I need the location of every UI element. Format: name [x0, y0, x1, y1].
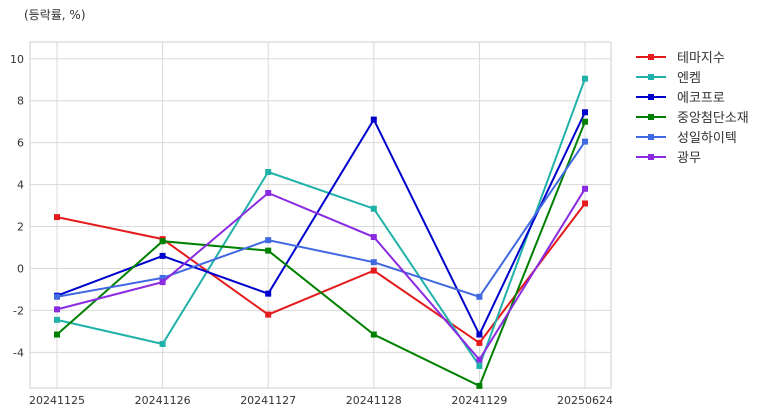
- data-point: [476, 356, 483, 363]
- x-axis: 20241125 20241126 20241127 20241128 20241129…: [29, 394, 613, 407]
- data-point: [476, 362, 483, 369]
- legend-swatch-marker: [648, 154, 654, 160]
- x-tick-label: 20250624: [557, 394, 613, 407]
- y-tick-label: 4: [17, 179, 24, 192]
- data-point: [582, 185, 588, 192]
- legend-label: 성일하이텍: [677, 131, 737, 146]
- y-tick-label: 0: [17, 262, 24, 275]
- legend-item[interactable]: 성일하이텍: [636, 131, 737, 146]
- series-5: [54, 138, 588, 300]
- data-point: [54, 316, 60, 323]
- data-point: [265, 169, 272, 176]
- data-point: [370, 205, 377, 212]
- legend-swatch-marker: [648, 94, 654, 100]
- data-point: [159, 274, 166, 281]
- data-point: [54, 306, 60, 313]
- data-point: [582, 109, 588, 116]
- x-tick-label: 20241129: [451, 394, 507, 407]
- y-tick-label: 10: [10, 53, 24, 66]
- data-point: [370, 267, 377, 274]
- data-point: [159, 340, 166, 347]
- series-4: [54, 118, 588, 389]
- x-tick-label: 20241126: [135, 394, 191, 407]
- series-line: [56, 188, 586, 362]
- data-point: [476, 331, 483, 338]
- legend-swatch-marker: [648, 134, 654, 140]
- data-point: [476, 293, 483, 300]
- legend-item[interactable]: 광무: [636, 151, 701, 166]
- data-point: [370, 234, 377, 241]
- data-point: [159, 279, 166, 286]
- series-line: [56, 78, 586, 369]
- series-line: [56, 121, 586, 388]
- series-layer: [54, 75, 588, 389]
- unit-label: (등락률, %): [24, 8, 86, 22]
- legend-swatch-marker: [648, 114, 654, 120]
- legend-label: 엔켐: [677, 71, 701, 86]
- data-point: [265, 311, 272, 318]
- data-point: [159, 252, 166, 259]
- legend-item[interactable]: 엔켐: [636, 71, 701, 86]
- y-tick-label: 6: [17, 137, 24, 150]
- data-point: [370, 259, 377, 266]
- legend-label: 테마지수: [677, 51, 725, 66]
- legend-item[interactable]: 에코프로: [636, 91, 725, 106]
- x-tick-label: 20241127: [240, 394, 296, 407]
- data-point: [159, 238, 166, 245]
- y-tick-label: -4: [13, 346, 24, 359]
- legend-item[interactable]: 테마지수: [636, 51, 725, 66]
- data-point: [582, 138, 588, 145]
- data-point: [582, 200, 588, 207]
- legend-label: 에코프로: [677, 91, 725, 106]
- legend-swatch-marker: [648, 54, 654, 60]
- data-point: [54, 331, 60, 338]
- data-point: [582, 75, 588, 82]
- x-tick-label: 20241125: [29, 394, 85, 407]
- data-point: [370, 116, 377, 123]
- series-6: [54, 185, 588, 363]
- data-point: [582, 118, 588, 125]
- data-point: [265, 247, 272, 254]
- legend-swatch-marker: [648, 74, 654, 80]
- data-point: [265, 237, 272, 244]
- y-tick-label: -2: [13, 304, 24, 317]
- data-point: [476, 339, 483, 346]
- data-point: [370, 331, 377, 338]
- data-point: [265, 290, 272, 297]
- series-line: [56, 141, 586, 298]
- legend-label: 중앙첨단소재: [677, 111, 749, 126]
- y-axis: -4 -2 0 2 4 6 8 10: [10, 53, 24, 360]
- data-point: [476, 382, 483, 389]
- legend-label: 광무: [677, 151, 701, 166]
- legend-item[interactable]: 중앙첨단소재: [636, 111, 749, 126]
- data-point: [265, 189, 272, 196]
- series-2: [54, 75, 588, 369]
- data-point: [54, 293, 60, 300]
- y-tick-label: 2: [17, 221, 24, 234]
- x-tick-label: 20241128: [346, 394, 402, 407]
- series-line: [56, 111, 586, 337]
- data-point: [54, 214, 60, 221]
- y-tick-label: 8: [17, 95, 24, 108]
- grid-lines: [30, 42, 611, 388]
